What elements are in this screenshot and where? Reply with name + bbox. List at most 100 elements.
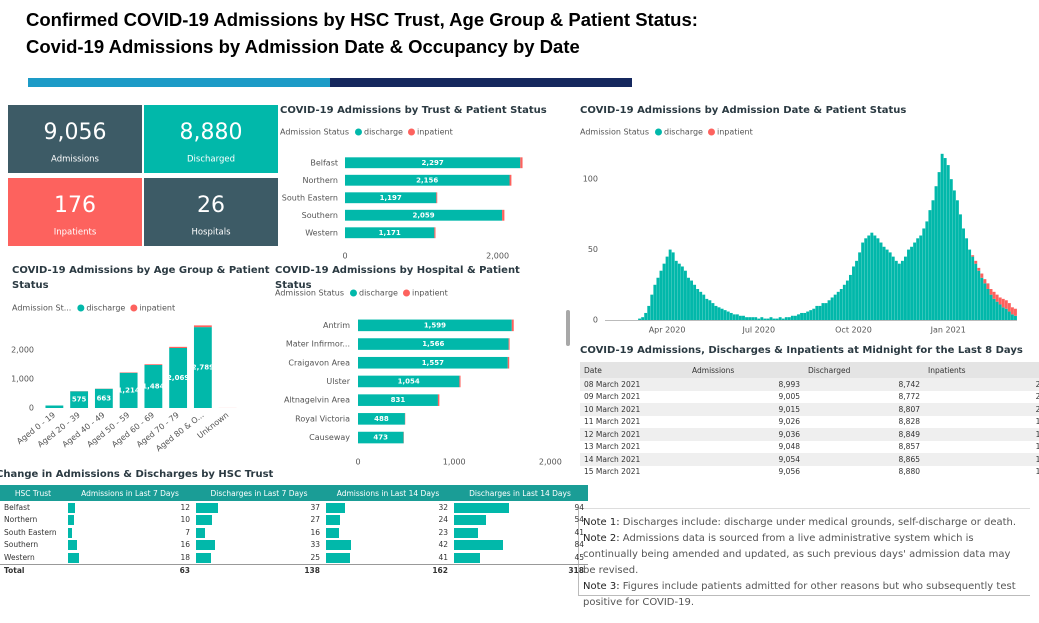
bar-segment: [833, 294, 837, 320]
bar-segment: [671, 252, 675, 320]
value-label: 1,484: [142, 382, 164, 390]
bar-segment: [358, 431, 404, 444]
bar-segment: [1004, 300, 1008, 309]
table-cell: 8,807: [804, 403, 924, 416]
column-header: Admissions: [688, 362, 804, 378]
x-tick-label: 2,000: [539, 458, 562, 467]
legend-swatch: [402, 289, 410, 297]
data-bar: [326, 502, 345, 513]
cell-value: 12: [180, 502, 190, 512]
cell-value: 84: [574, 540, 584, 550]
table-title: Change in Admissions & Discharges by HSC…: [0, 469, 274, 480]
bar-segment: [641, 317, 645, 320]
bar-segment: [986, 283, 990, 290]
column-header: HSC Trust: [0, 485, 66, 501]
bar-segment: [861, 242, 865, 320]
bar-segment: [690, 280, 693, 320]
table-cell: 162: [324, 563, 452, 577]
bar-segment: [931, 200, 935, 320]
bar-segment: [508, 338, 510, 350]
cell-value: 37: [310, 502, 320, 512]
table-cell: 08 March 2021: [580, 378, 688, 391]
x-tick-label: Jul 2020: [741, 326, 775, 335]
table-cell: 8,993: [688, 378, 804, 391]
bar-segment: [436, 192, 438, 204]
table-row: 15 March 2021 9,056 8,880 176: [580, 466, 1039, 479]
table-cell: 9,005: [778, 392, 800, 402]
value-label: 1,171: [379, 229, 401, 237]
bar-segment: [937, 172, 941, 320]
table-cell: 24: [324, 514, 452, 527]
value-label: 1,197: [380, 194, 402, 202]
table-cell: 8,772: [898, 392, 920, 402]
note-text: Admissions data is sourced from a live a…: [583, 533, 1011, 576]
bar-segment: [1001, 307, 1005, 320]
data-bar: [68, 527, 73, 538]
data-bar: [68, 515, 74, 525]
table-cell: 191: [1035, 442, 1039, 452]
bar-segment: [1014, 315, 1017, 320]
bar-segment: [949, 179, 953, 320]
notes: Note 1: Discharges include: discharge un…: [578, 508, 1030, 608]
bar-segment: [738, 315, 742, 320]
bar-segment: [876, 238, 880, 320]
bar-segment: [989, 294, 993, 320]
header-row: HSC Trust Admissions in Last 7 Days Discha…: [0, 485, 588, 501]
table-cell: 8,880: [898, 467, 920, 477]
category-label: South Eastern: [282, 193, 338, 202]
value-label: 1,214: [118, 386, 140, 394]
bar-segment: [955, 200, 959, 320]
bar-segment: [45, 405, 64, 408]
table-cell: 176: [1035, 467, 1039, 477]
bar-segment: [873, 235, 877, 320]
table-cell: Northern: [4, 515, 38, 525]
table-cell: 10 March 2021: [580, 403, 688, 416]
bar-segment: [745, 317, 748, 320]
cell-value: 24: [438, 515, 448, 525]
cell-value: 54: [574, 515, 584, 525]
table-cell: 23: [324, 526, 452, 539]
table-cell: 33: [194, 539, 324, 552]
bar-segment: [845, 280, 849, 320]
table-cell: 9,026: [778, 417, 800, 427]
header-title: Confirmed COVID-19 Admissions by HSC Tru…: [26, 9, 698, 30]
bar-segment: [806, 311, 810, 320]
kpi-value: 176: [54, 193, 96, 218]
y-tick-label: 0: [29, 404, 34, 413]
chart-title: COVID-19 Admissions by Trust & Patient S…: [280, 105, 547, 116]
total-row: Total 63 138 162 318: [0, 563, 588, 577]
scrollbar[interactable]: [566, 310, 570, 346]
kpi-card: [8, 178, 142, 246]
table-cell: 233: [1035, 392, 1039, 402]
x-tick-label: 2,000: [486, 252, 509, 261]
cell-value: 33: [310, 540, 320, 550]
table-cell: 12: [66, 501, 194, 514]
table-cell: Southern: [4, 540, 39, 550]
table-cell: 37: [194, 501, 324, 514]
bar-segment: [748, 317, 752, 320]
table-cell: 9,056: [778, 467, 800, 477]
bar-segment: [968, 249, 972, 320]
table-cell: Belfast: [4, 502, 30, 512]
value-label: 663: [97, 394, 112, 402]
bar-segment: [885, 249, 889, 320]
header-row: Date Admissions Discharged Inpatients: [580, 362, 1039, 378]
table-cell: South Eastern: [4, 527, 57, 537]
bar-segment: [870, 232, 874, 320]
bar-segment: [848, 274, 852, 320]
bar-segment: [714, 305, 718, 320]
bar-segment: [998, 297, 1002, 305]
data-bar: [454, 515, 486, 525]
cell-value: 41: [574, 527, 584, 537]
data-bar: [454, 552, 481, 563]
legend-swatch: [654, 128, 662, 136]
kpi-label: Discharged: [187, 155, 235, 165]
legend-title: Admission St...: [12, 304, 71, 313]
bar-segment: [916, 238, 920, 320]
table-cell: 16: [66, 539, 194, 552]
data-bar: [196, 515, 212, 525]
category-label: Causeway: [309, 433, 350, 442]
